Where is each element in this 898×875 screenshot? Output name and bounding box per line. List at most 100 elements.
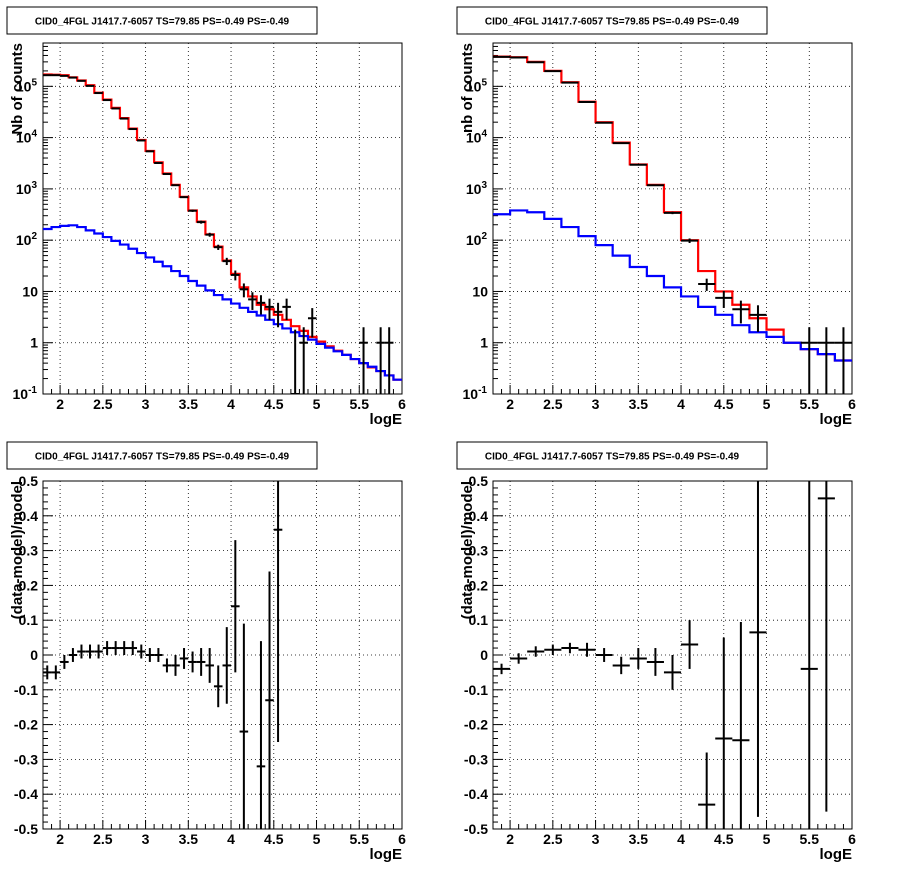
x-tick-label: 6 <box>398 396 406 412</box>
x-tick-label: 4.5 <box>264 831 284 847</box>
x-tick-label: 6 <box>398 831 406 847</box>
y-tick-label: -0.1 <box>464 682 488 698</box>
y-tick-label: 102 <box>16 231 38 248</box>
x-tick-label: 2 <box>506 831 514 847</box>
y-tick-label: 0.4 <box>19 508 39 524</box>
x-axis-title: logE <box>370 411 403 428</box>
x-tick-label: 5.5 <box>800 831 820 847</box>
y-tick-label: 104 <box>466 129 488 146</box>
y-tick-label: -0.2 <box>14 717 38 733</box>
y-tick-label: 10 <box>472 283 488 299</box>
total-model-line <box>43 73 402 381</box>
x-tick-label: 3 <box>142 831 150 847</box>
total-model-line <box>493 55 852 362</box>
x-tick-label: 4.5 <box>714 396 734 412</box>
x-tick-label: 3 <box>592 396 600 412</box>
chart-title: CID0_4FGL J1417.7-6057 TS=79.85 PS=-0.49… <box>485 452 740 463</box>
x-tick-label: 2.5 <box>93 396 113 412</box>
title-box <box>6 441 318 470</box>
x-tick-label: 5.5 <box>350 396 370 412</box>
y-tick-label: 10-1 <box>463 385 488 402</box>
x-tick-label: 3.5 <box>179 396 199 412</box>
x-tick-label: 4 <box>677 396 685 412</box>
plot-area <box>43 73 402 394</box>
x-tick-label: 3 <box>142 396 150 412</box>
y-tick-label: 0.2 <box>469 577 489 593</box>
plot-frame <box>42 480 403 830</box>
x-tick-label: 2.5 <box>543 831 563 847</box>
x-tick-label: 3.5 <box>179 831 199 847</box>
x-axis-title: logE <box>820 846 853 863</box>
y-axis-title: (data-model)/model <box>9 481 26 619</box>
y-tick-label: 0 <box>480 647 488 663</box>
y-tick-label: -0.5 <box>464 821 488 837</box>
x-tick-label: 5.5 <box>800 396 820 412</box>
y-axis-title: Nb of counts <box>9 43 26 135</box>
x-tick-label: 4 <box>227 831 235 847</box>
y-tick-label: 105 <box>16 77 38 94</box>
y-tick-label: -0.5 <box>14 821 38 837</box>
x-tick-label: 4.5 <box>714 831 734 847</box>
panel-residuals-fine-bins: 2 2.5 3 3.5 4 4.5 5 5.5 6 -0.5 -0.4 -0.3 -0.2 -0.1 0 0.… <box>6 441 406 863</box>
chart-title: CID0_4FGL J1417.7-6057 TS=79.85 PS=-0.49… <box>35 452 290 463</box>
x-tick-label: 3.5 <box>629 831 649 847</box>
y-axis-title: (data-model)/model <box>459 481 476 619</box>
y-tick-label: 0.5 <box>469 473 489 489</box>
x-tick-label: 5 <box>763 831 771 847</box>
plot-area <box>43 481 283 829</box>
title-box <box>6 6 318 35</box>
x-tick-label: 5.5 <box>350 831 370 847</box>
panel-counts-coarse-bins: 2 2.5 3 3.5 4 4.5 5 5.5 6 10-1 1 10 102 103 104 105 logE… <box>456 6 856 428</box>
y-tick-label: 0.2 <box>19 577 39 593</box>
x-tick-label: 5 <box>763 396 771 412</box>
x-tick-label: 2.5 <box>543 396 563 412</box>
y-tick-label: 1 <box>480 335 488 351</box>
y-tick-label: 0.1 <box>469 612 489 628</box>
x-tick-label: 2.5 <box>93 831 113 847</box>
x-tick-label: 6 <box>848 831 856 847</box>
y-tick-label: 0.5 <box>19 473 39 489</box>
panel-counts-fine-bins: 2 2.5 3 3.5 4 4.5 5 5.5 6 10-1 1 10 102 103 104 105 logE… <box>6 6 406 428</box>
y-tick-label: 10-1 <box>13 385 38 402</box>
x-axis-title: logE <box>370 846 403 863</box>
y-axis-title: nb of counts <box>459 43 476 133</box>
y-tick-label: 1 <box>30 335 38 351</box>
y-tick-label: 0.3 <box>469 543 489 559</box>
y-tick-label: 10 <box>22 283 38 299</box>
x-tick-label: 4.5 <box>264 396 284 412</box>
panel-residuals-coarse-bins: 2 2.5 3 3.5 4 4.5 5 5.5 6 -0.5 -0.4 -0.3 -0.2 -0.1 0 0.… <box>456 441 856 863</box>
y-tick-label: 102 <box>466 231 488 248</box>
x-tick-label: 2 <box>56 831 64 847</box>
y-tick-label: -0.1 <box>14 682 38 698</box>
title-box <box>456 441 768 470</box>
plot-area <box>493 481 835 829</box>
y-tick-label: -0.4 <box>464 786 488 802</box>
y-tick-label: -0.3 <box>464 751 488 767</box>
y-tick-label: 0.4 <box>469 508 489 524</box>
y-tick-label: 0 <box>30 647 38 663</box>
x-tick-label: 3.5 <box>629 396 649 412</box>
title-box <box>456 6 768 35</box>
plot-frame <box>42 42 403 395</box>
background-model-line <box>493 209 852 362</box>
x-tick-label: 2 <box>56 396 64 412</box>
y-tick-label: -0.2 <box>464 717 488 733</box>
x-tick-label: 2 <box>506 396 514 412</box>
x-tick-label: 6 <box>848 396 856 412</box>
x-tick-label: 5 <box>313 396 321 412</box>
x-tick-label: 5 <box>313 831 321 847</box>
y-tick-label: 103 <box>466 180 488 197</box>
y-tick-label: 105 <box>466 77 488 94</box>
x-tick-label: 3 <box>592 831 600 847</box>
plot-area <box>493 55 852 394</box>
y-tick-label: -0.3 <box>14 751 38 767</box>
x-tick-label: 4 <box>677 831 685 847</box>
y-tick-label: 104 <box>16 129 38 146</box>
y-tick-label: 0.1 <box>19 612 39 628</box>
chart-title: CID0_4FGL J1417.7-6057 TS=79.85 PS=-0.49… <box>35 17 290 28</box>
y-tick-label: 103 <box>16 180 38 197</box>
y-tick-label: 0.3 <box>19 543 39 559</box>
chart-title: CID0_4FGL J1417.7-6057 TS=79.85 PS=-0.49… <box>485 17 740 28</box>
background-model-line <box>43 224 402 381</box>
